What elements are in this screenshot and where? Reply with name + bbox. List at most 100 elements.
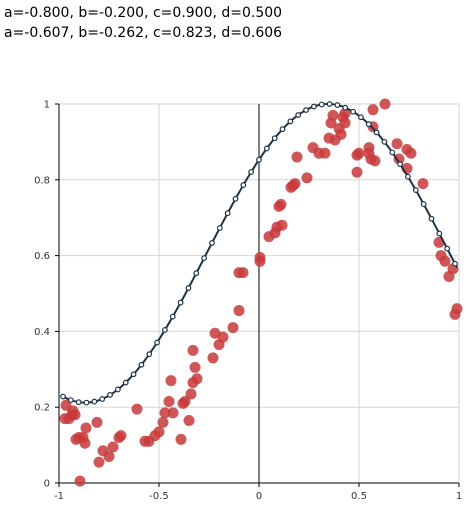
y-tick-label: 0.2 (34, 403, 50, 414)
fit-marker (177, 299, 184, 306)
data-point (276, 219, 288, 231)
data-point (93, 456, 105, 468)
data-point (163, 396, 175, 408)
data-point (131, 403, 143, 415)
data-point (353, 147, 365, 159)
fit-marker (365, 121, 372, 128)
data-point (103, 450, 115, 462)
fit-marker (114, 386, 121, 393)
fit-marker (428, 215, 435, 222)
data-point (339, 107, 351, 119)
y-tick-label: 1 (44, 100, 50, 111)
fit-marker (185, 285, 192, 291)
data-point (439, 255, 451, 267)
data-point (237, 267, 249, 279)
y-tick-label: 0.8 (34, 175, 50, 186)
data-point (301, 172, 313, 184)
fit-marker (310, 103, 317, 110)
fit-marker (75, 399, 82, 406)
data-points (59, 98, 463, 487)
fit-marker (436, 230, 443, 237)
data-point (69, 409, 81, 421)
fit-marker (373, 129, 380, 136)
data-point (185, 388, 197, 400)
data-point (207, 352, 219, 364)
data-point (217, 331, 229, 343)
y-tick-label: 0.4 (34, 327, 50, 338)
data-point (179, 396, 191, 408)
data-point (233, 305, 245, 317)
fit-marker (389, 149, 396, 156)
data-point (115, 430, 127, 442)
fit-marker (83, 399, 90, 406)
fit-marker (279, 126, 286, 133)
fit-marker (358, 114, 364, 121)
fit-marker (154, 339, 160, 346)
data-point (175, 433, 187, 445)
y-tick-label: 0.6 (34, 251, 50, 262)
data-point (153, 426, 165, 438)
data-point (363, 142, 375, 154)
data-point (367, 104, 379, 116)
fit-marker (420, 201, 427, 208)
fit-marker (397, 161, 404, 168)
data-point (80, 422, 92, 434)
fit-marker (224, 210, 231, 217)
x-tick-label: 0.5 (351, 491, 367, 502)
data-point (379, 98, 391, 110)
data-point (159, 407, 171, 419)
data-point (275, 198, 287, 210)
params-header: a=-0.800, b=-0.200, c=0.900, d=0.500 a=-… (4, 3, 282, 43)
data-point (393, 153, 405, 165)
fit-marker (146, 351, 153, 358)
fit-marker (287, 118, 294, 125)
data-point (319, 147, 331, 159)
data-point (183, 414, 195, 426)
fit-marker (350, 108, 356, 115)
fit-marker (256, 156, 262, 163)
fit-marker (60, 393, 66, 400)
fit-marker (303, 107, 309, 113)
x-tick-label: -1 (54, 491, 64, 502)
data-point (391, 138, 403, 150)
data-point (327, 109, 339, 121)
fit-marker (452, 260, 458, 267)
data-point (187, 344, 199, 356)
fit-marker (240, 182, 247, 188)
x-tick-label: -0.5 (149, 491, 169, 502)
fit-marker (162, 327, 168, 333)
fit-marker (334, 102, 341, 108)
data-point (191, 373, 203, 385)
data-point (227, 322, 239, 334)
fit-marker (326, 101, 333, 107)
data-point (369, 155, 381, 167)
data-point (107, 441, 119, 453)
data-point (451, 303, 463, 315)
fitted-params-label: a=-0.607, b=-0.262, c=0.823, d=0.606 (4, 25, 283, 41)
data-point (157, 416, 169, 428)
fit-marker (107, 392, 113, 398)
fit-marker (232, 195, 239, 202)
fit-marker (138, 361, 145, 368)
fit-marker (295, 112, 302, 118)
fit-marker (169, 313, 176, 320)
fit-marker (263, 145, 270, 152)
fit-marker (412, 187, 419, 194)
fit-marker (67, 397, 74, 404)
axes (55, 103, 460, 487)
data-point (289, 178, 301, 190)
fit-marker (91, 398, 98, 405)
fit-marker (405, 173, 411, 180)
data-point (405, 147, 417, 159)
fit-marker (444, 245, 451, 252)
data-point (254, 255, 266, 267)
fit-marker (381, 138, 388, 145)
data-point (351, 166, 363, 178)
fit-curve (60, 101, 458, 406)
fit-marker (342, 104, 349, 111)
fit-marker (216, 225, 223, 231)
data-point (167, 407, 179, 419)
fit-marker (248, 169, 255, 175)
data-point (335, 128, 347, 140)
